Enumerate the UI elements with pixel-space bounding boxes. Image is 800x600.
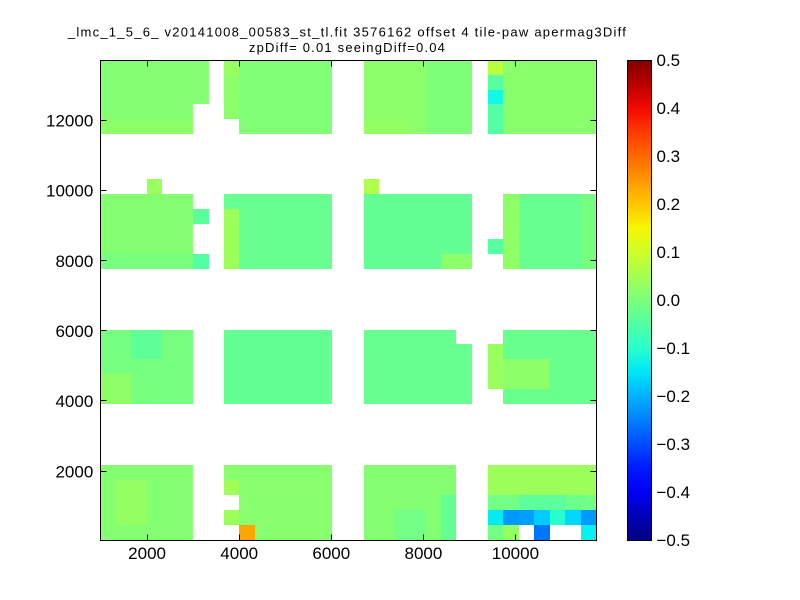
svg-text:0.1: 0.1 <box>657 243 681 262</box>
svg-text:0.0: 0.0 <box>657 291 681 310</box>
svg-text:−0.4: −0.4 <box>657 483 691 502</box>
svg-text:2000: 2000 <box>128 544 166 563</box>
svg-text:6000: 6000 <box>312 544 350 563</box>
svg-text:12000: 12000 <box>46 111 93 130</box>
svg-text:10000: 10000 <box>492 544 539 563</box>
svg-text:10000: 10000 <box>46 182 93 201</box>
svg-text:8000: 8000 <box>404 544 442 563</box>
svg-text:0.2: 0.2 <box>657 195 681 214</box>
svg-text:8000: 8000 <box>55 252 93 271</box>
svg-text:2000: 2000 <box>55 462 93 481</box>
svg-text:0.3: 0.3 <box>657 147 681 166</box>
svg-text:6000: 6000 <box>55 322 93 341</box>
svg-text:_lmc_1_5_6_ v20141008_00583_st: _lmc_1_5_6_ v20141008_00583_st_tl.fit 35… <box>67 25 627 40</box>
svg-text:0.5: 0.5 <box>657 51 681 70</box>
svg-text:−0.2: −0.2 <box>657 387 691 406</box>
svg-text:4000: 4000 <box>220 544 258 563</box>
svg-text:zpDiff= 0.01 seeingDiff=0.04: zpDiff= 0.01 seeingDiff=0.04 <box>249 40 446 55</box>
svg-text:−0.1: −0.1 <box>657 339 691 358</box>
svg-text:4000: 4000 <box>55 392 93 411</box>
svg-text:−0.3: −0.3 <box>657 435 691 454</box>
svg-text:−0.5: −0.5 <box>657 531 691 550</box>
svg-text:0.4: 0.4 <box>657 99 681 118</box>
